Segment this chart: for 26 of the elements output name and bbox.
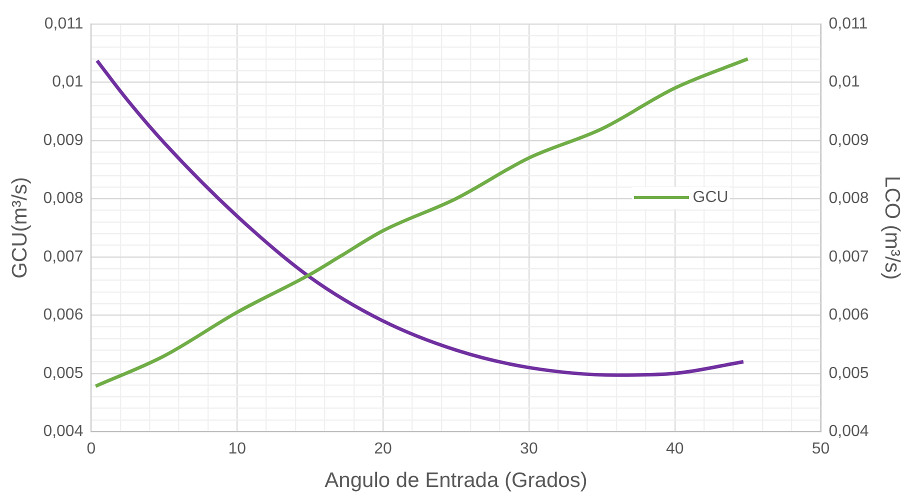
x-tick-label: 40 (666, 440, 684, 458)
y-tick-label: 0,006 (43, 306, 84, 324)
y2-tick-label: 0,007 (828, 248, 869, 266)
x-tick-label: 0 (86, 440, 96, 458)
x-tick-label: 10 (228, 440, 246, 458)
y2-axis-title: LCO (m³/s) (880, 176, 904, 280)
y-tick-label: 0,009 (43, 132, 84, 149)
y-tick-label: 0,005 (43, 364, 84, 382)
legend-label: GCU (692, 188, 728, 207)
y2-tick-label: 0,005 (828, 364, 869, 382)
y-tick-label: 0,01 (52, 74, 84, 91)
x-tick-label: 50 (812, 440, 830, 458)
y-tick-label: 0,011 (44, 15, 84, 32)
y-tick-label: 0,008 (43, 190, 84, 208)
y2-tick-label: 0,006 (828, 306, 869, 324)
y2-tick-label: 0,009 (828, 132, 869, 149)
y2-tick-label: 0,004 (828, 423, 869, 440)
y-tick-label: 0,007 (43, 248, 84, 266)
y-axis-title: GCU(m³/s) (8, 177, 32, 279)
x-axis-title: Angulo de Entrada (Grados) (324, 469, 588, 492)
x-tick-label: 30 (520, 440, 538, 458)
y-tick-label: 0,004 (43, 423, 84, 440)
x-tick-label: 20 (374, 440, 392, 458)
y2-tick-label: 0,008 (828, 190, 869, 208)
y2-tick-label: 0,011 (828, 15, 868, 32)
y2-tick-label: 0,01 (828, 74, 860, 91)
